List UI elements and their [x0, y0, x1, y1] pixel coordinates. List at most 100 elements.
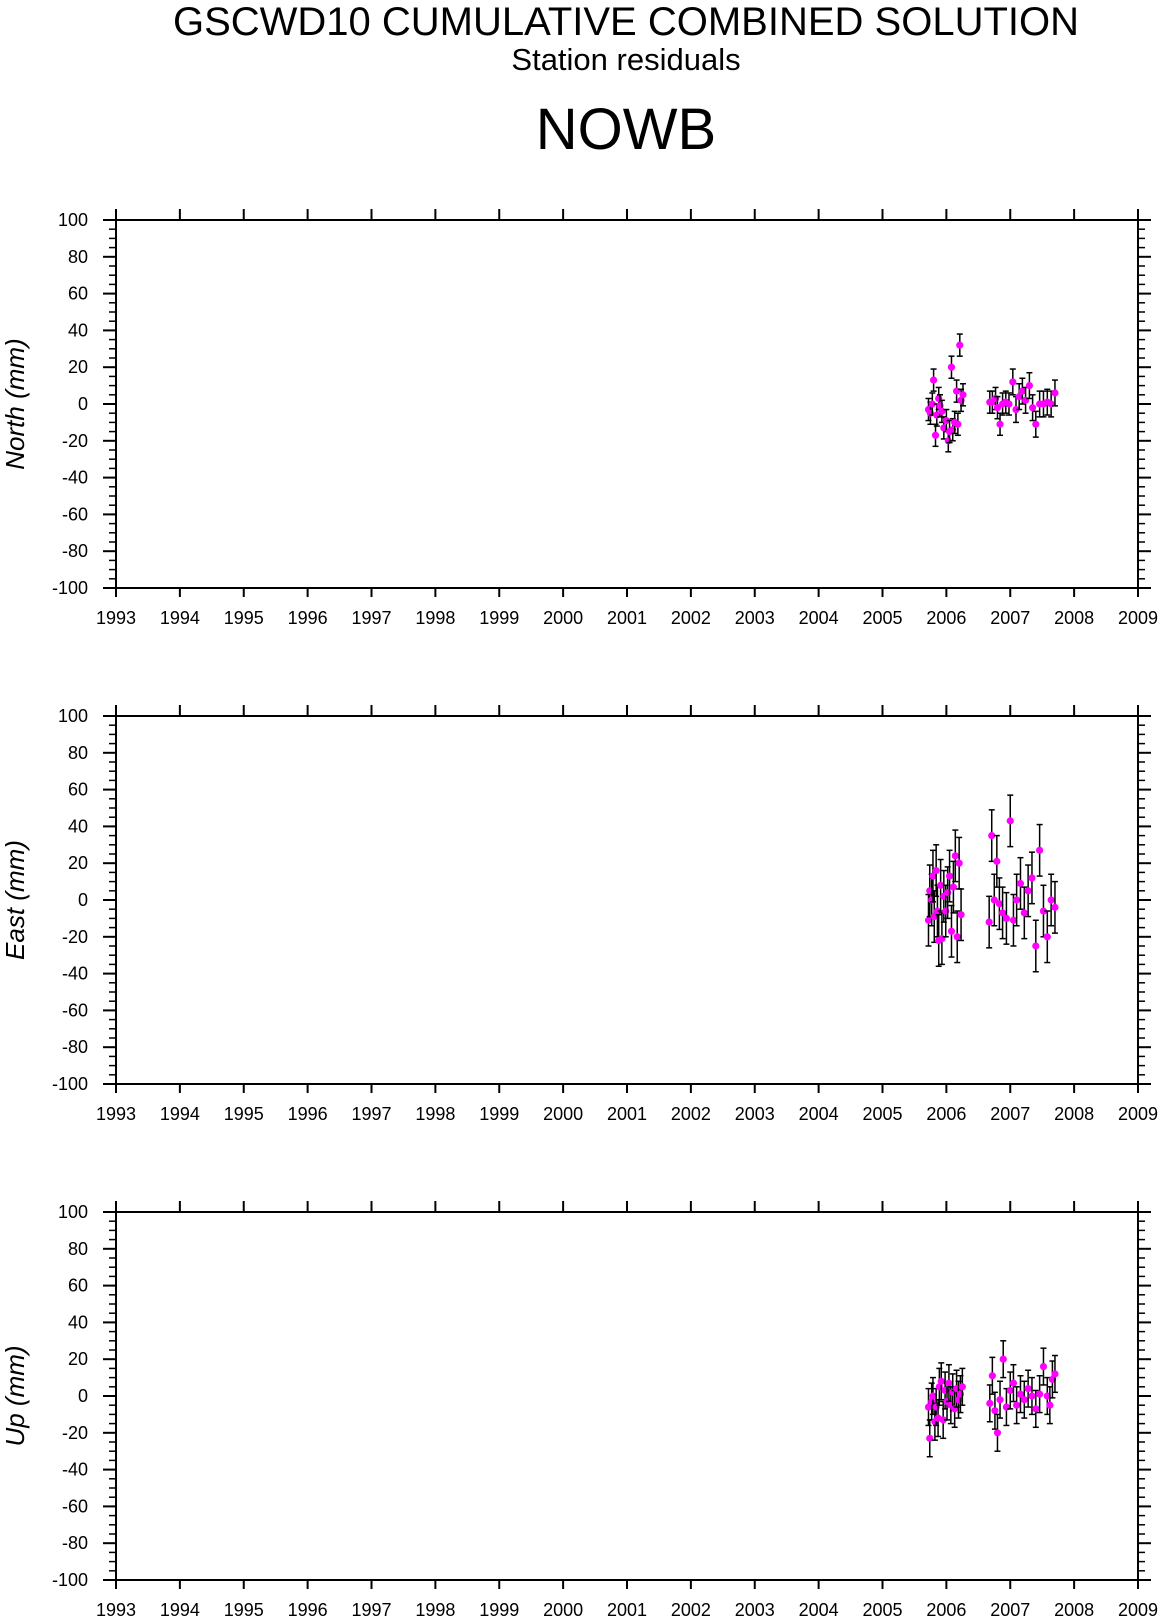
x-tick-label: 2007	[990, 1104, 1030, 1124]
data-point	[986, 1384, 994, 1423]
data-marker	[926, 1434, 934, 1442]
y-tick-label: -80	[62, 1533, 88, 1553]
x-tick-label: 1999	[479, 1104, 519, 1124]
data-marker	[955, 859, 963, 867]
x-tick-label: 2005	[862, 1600, 902, 1620]
data-marker	[945, 872, 954, 880]
data-marker	[1028, 1392, 1036, 1400]
x-tick-label: 2003	[735, 1104, 775, 1124]
data-point	[1013, 1386, 1021, 1425]
data-marker	[1036, 1390, 1044, 1398]
x-tick-label: 2003	[735, 1600, 775, 1620]
data-marker	[937, 1377, 945, 1385]
data-marker	[1032, 1405, 1040, 1413]
data-point	[1005, 392, 1013, 416]
y-tick-label: 100	[58, 210, 88, 230]
x-tick-label: 2001	[607, 608, 647, 628]
data-marker	[957, 911, 965, 919]
x-tick-label: 2009	[1118, 608, 1158, 628]
y-tick-label: 0	[78, 890, 88, 910]
data-marker	[1039, 1362, 1048, 1371]
x-tick-label: 2009	[1118, 1104, 1158, 1124]
x-tick-label: 2001	[607, 1104, 647, 1124]
data-point	[1024, 1369, 1032, 1408]
data-marker	[993, 404, 1002, 412]
x-tick-label: 2008	[1054, 1104, 1094, 1124]
x-tick-label: 1996	[288, 608, 328, 628]
y-tick-label: -40	[62, 964, 88, 984]
y-tick-label: -20	[62, 927, 88, 947]
data-point	[1020, 886, 1028, 940]
x-tick-label: 2007	[990, 1600, 1030, 1620]
data-point	[1020, 1380, 1028, 1419]
data-marker	[1018, 387, 1026, 395]
y-tick-label: 60	[68, 1276, 88, 1296]
x-tick-label: 1997	[351, 608, 391, 628]
y-tick-label: -40	[62, 468, 88, 488]
y-tick-label: 80	[68, 247, 88, 267]
data-marker	[924, 916, 933, 924]
data-point	[995, 877, 1003, 931]
data-marker	[1036, 846, 1044, 854]
data-point	[996, 1380, 1004, 1419]
data-point	[957, 888, 965, 942]
data-marker	[1047, 896, 1055, 904]
data-point	[1036, 823, 1044, 877]
x-tick-label: 1994	[160, 1104, 200, 1124]
y-tick-label: -20	[62, 1423, 88, 1443]
data-marker	[999, 1355, 1007, 1363]
data-marker	[1043, 933, 1051, 941]
data-marker	[991, 1407, 999, 1415]
data-point	[1013, 873, 1021, 927]
data-marker	[988, 832, 996, 840]
data-marker	[1020, 1396, 1028, 1404]
data-point	[1006, 1371, 1014, 1410]
data-point	[949, 860, 958, 914]
data-marker	[1016, 1390, 1025, 1398]
data-point	[1009, 893, 1018, 947]
x-tick-label: 2003	[735, 608, 775, 628]
y-tick-label: 20	[68, 1349, 88, 1369]
x-tick-label: 2009	[1118, 1600, 1158, 1620]
data-point	[1002, 891, 1011, 945]
data-marker	[956, 341, 964, 349]
data-marker	[939, 1416, 947, 1424]
data-point	[1016, 856, 1025, 910]
data-marker	[928, 400, 936, 408]
data-point	[1039, 1347, 1048, 1386]
data-point	[985, 895, 993, 949]
data-marker	[947, 927, 956, 935]
data-marker	[931, 431, 940, 439]
x-tick-label: 1995	[224, 1104, 264, 1124]
data-point	[988, 1356, 996, 1395]
data-marker	[1024, 887, 1032, 895]
data-point	[951, 829, 959, 883]
data-point	[1028, 851, 1036, 905]
data-marker	[937, 881, 945, 889]
data-point	[1024, 864, 1032, 918]
data-marker	[1032, 420, 1040, 428]
x-tick-label: 1999	[479, 608, 519, 628]
data-marker	[1051, 389, 1059, 397]
data-point	[1006, 794, 1014, 848]
y-tick-label: 20	[68, 357, 88, 377]
data-marker	[1016, 879, 1025, 888]
data-point	[988, 809, 996, 863]
x-tick-label: 2001	[607, 1600, 647, 1620]
x-tick-label: 2002	[671, 1104, 711, 1124]
y-tick-label: 100	[58, 1202, 88, 1222]
data-marker	[932, 866, 940, 875]
data-marker	[1013, 896, 1021, 904]
data-point	[1002, 1387, 1011, 1427]
y-tick-label: -100	[52, 1074, 88, 1094]
y-tick-label: 40	[68, 320, 88, 340]
data-marker	[924, 1403, 933, 1411]
data-point	[996, 412, 1004, 437]
data-marker	[1046, 1401, 1054, 1409]
data-marker	[1051, 903, 1059, 911]
y-tick-label: 80	[68, 743, 88, 763]
x-tick-label: 1993	[96, 1600, 136, 1620]
data-point	[1051, 880, 1059, 934]
x-tick-label: 1997	[351, 1104, 391, 1124]
